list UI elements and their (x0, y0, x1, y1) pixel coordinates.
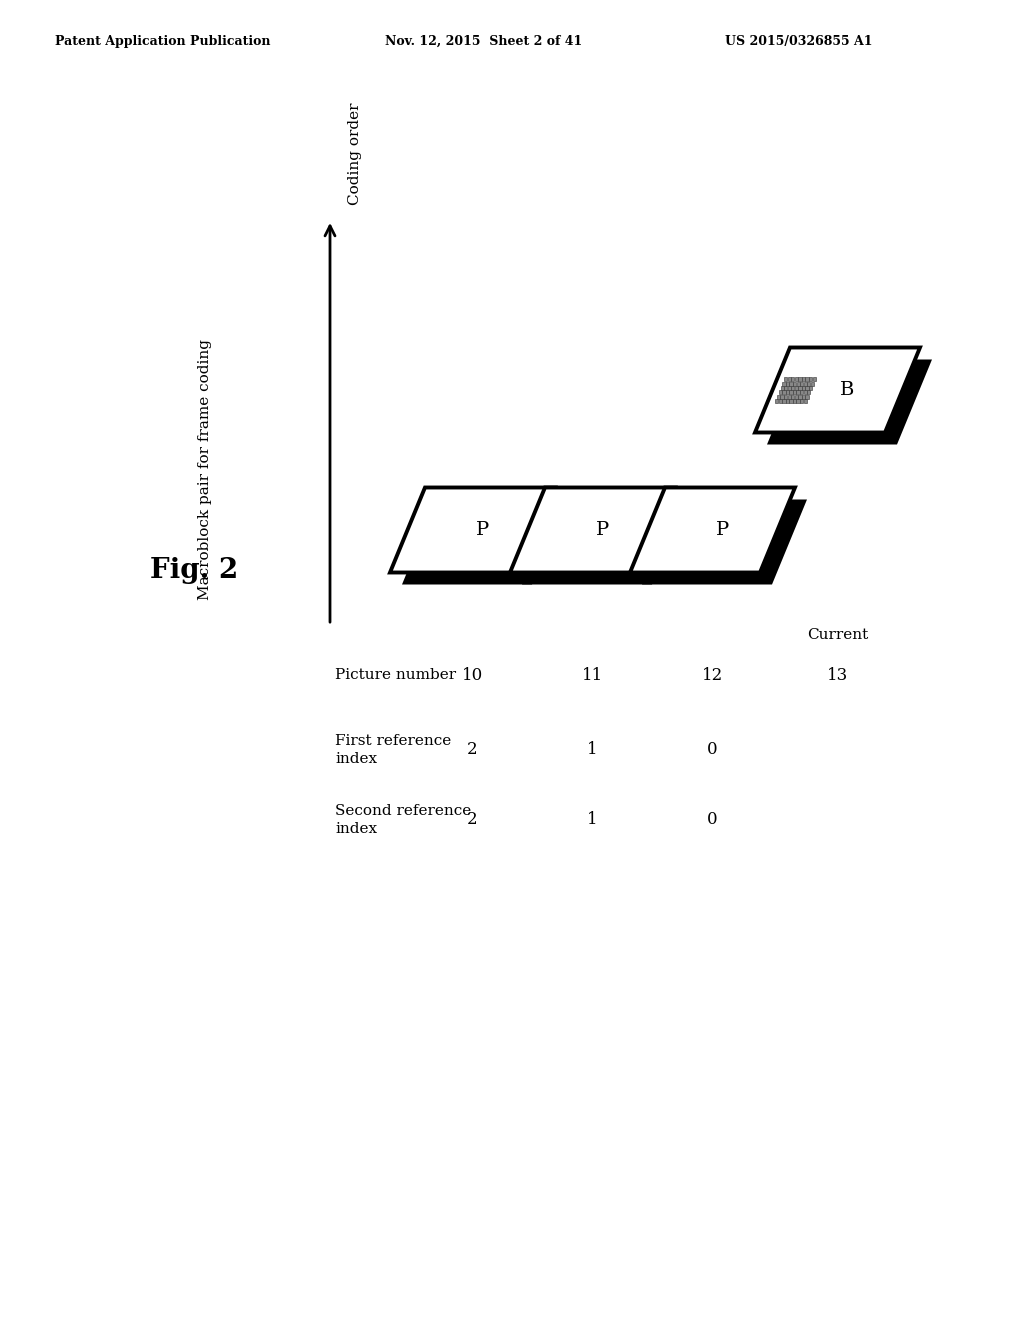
Bar (782, 391, 785, 395)
Text: P: P (716, 521, 729, 539)
Bar (787, 385, 791, 389)
Bar (802, 385, 805, 389)
Bar (792, 395, 795, 399)
Text: Second reference
index: Second reference index (335, 804, 471, 836)
Text: 11: 11 (582, 667, 603, 684)
Bar (809, 378, 812, 381)
Text: 12: 12 (701, 667, 723, 684)
Bar (784, 395, 787, 399)
Bar (799, 385, 802, 389)
Polygon shape (630, 487, 795, 573)
Bar (800, 381, 803, 385)
Bar (784, 378, 787, 381)
Text: 2: 2 (467, 742, 478, 759)
Bar (793, 381, 797, 385)
Bar (782, 381, 785, 385)
Bar (778, 399, 782, 403)
Bar (793, 391, 797, 395)
Text: 10: 10 (462, 667, 483, 684)
Bar (795, 385, 798, 389)
Text: 0: 0 (708, 742, 718, 759)
Bar (802, 395, 805, 399)
Polygon shape (510, 487, 675, 573)
Bar (800, 391, 803, 395)
Polygon shape (767, 359, 932, 445)
Bar (775, 399, 778, 403)
Bar (792, 385, 795, 389)
Bar (807, 391, 810, 395)
Text: 0: 0 (708, 812, 718, 829)
Bar (778, 391, 782, 395)
Text: First reference
index: First reference index (335, 734, 452, 766)
Bar (787, 395, 791, 399)
Polygon shape (755, 347, 920, 433)
Bar (780, 395, 783, 399)
Text: US 2015/0326855 A1: US 2015/0326855 A1 (725, 36, 872, 48)
Bar (802, 378, 805, 381)
Bar (806, 385, 809, 389)
Text: 1: 1 (587, 742, 598, 759)
Text: Current: Current (807, 628, 868, 642)
Bar (790, 391, 793, 395)
Text: P: P (596, 521, 609, 539)
Bar (795, 395, 798, 399)
Bar (807, 381, 810, 385)
Polygon shape (402, 499, 567, 585)
Text: Nov. 12, 2015  Sheet 2 of 41: Nov. 12, 2015 Sheet 2 of 41 (385, 36, 583, 48)
Text: 1: 1 (587, 812, 598, 829)
Text: B: B (841, 381, 855, 399)
Bar (812, 378, 816, 381)
Text: Picture number: Picture number (335, 668, 456, 682)
Text: Coding order: Coding order (348, 103, 362, 205)
Polygon shape (642, 499, 807, 585)
Text: Fig. 2: Fig. 2 (150, 557, 239, 583)
Text: Macroblock pair for frame coding: Macroblock pair for frame coding (198, 339, 212, 601)
Bar (782, 399, 785, 403)
Text: P: P (476, 521, 489, 539)
Bar (784, 385, 787, 389)
Bar (804, 399, 807, 403)
Bar (780, 385, 783, 389)
Bar (804, 391, 807, 395)
Bar (805, 395, 809, 399)
Bar (799, 378, 802, 381)
Bar (800, 399, 803, 403)
Text: Patent Application Publication: Patent Application Publication (55, 36, 270, 48)
Bar (806, 378, 809, 381)
Text: 13: 13 (826, 667, 848, 684)
Polygon shape (522, 499, 687, 585)
Polygon shape (390, 487, 555, 573)
Bar (809, 385, 812, 389)
Bar (787, 378, 791, 381)
Bar (799, 395, 802, 399)
Bar (793, 399, 797, 403)
Bar (785, 399, 790, 403)
Bar (795, 378, 798, 381)
Bar (811, 381, 814, 385)
Bar (785, 391, 790, 395)
Bar (804, 381, 807, 385)
Bar (797, 399, 800, 403)
Bar (797, 381, 800, 385)
Bar (777, 395, 780, 399)
Bar (797, 391, 800, 395)
Bar (792, 378, 795, 381)
Bar (790, 381, 793, 385)
Bar (790, 399, 793, 403)
Text: 2: 2 (467, 812, 478, 829)
Bar (785, 381, 790, 385)
